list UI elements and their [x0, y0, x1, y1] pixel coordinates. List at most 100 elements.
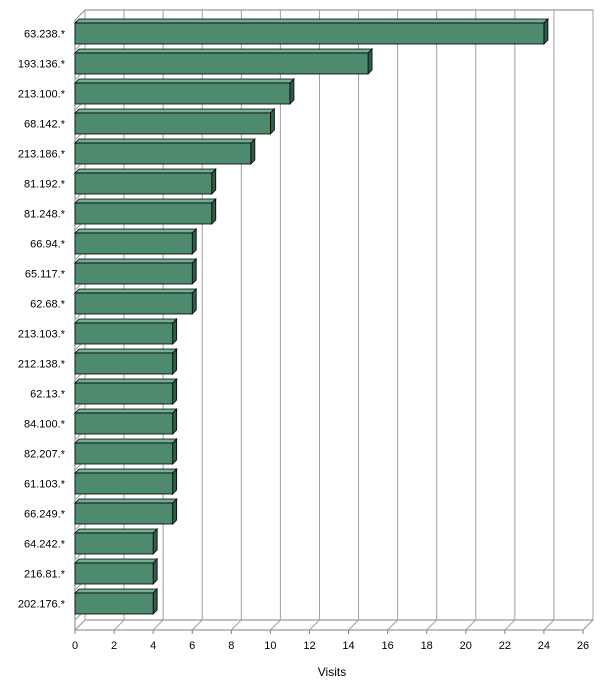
- bar-top-face: [74, 168, 217, 174]
- category-label: 84.100.*: [24, 419, 66, 431]
- bar: [74, 378, 178, 405]
- bar-top-face: [74, 18, 549, 24]
- bar-side-face: [172, 438, 178, 465]
- x-tick-label: 2: [111, 640, 117, 652]
- bar: [74, 438, 178, 465]
- bar-front-face: [74, 82, 291, 105]
- category-label: 64.242.*: [24, 539, 66, 551]
- category-label: 216.81.*: [24, 569, 66, 581]
- bar-side-face: [269, 108, 275, 135]
- x-tick-label: 10: [264, 640, 276, 652]
- bar-front-face: [74, 592, 154, 615]
- bar: [74, 258, 198, 285]
- x-tick-label: 4: [150, 640, 156, 652]
- category-label: 202.176.*: [18, 599, 66, 611]
- category-labels: 63.238.* 193.136.* 213.100.* 68.142.* 213.18…: [18, 29, 66, 611]
- bar-front-face: [74, 292, 193, 315]
- floor-gridline: [582, 619, 594, 631]
- bar-top-face: [74, 78, 295, 84]
- bar-front-face: [74, 442, 174, 465]
- bar-top-face: [74, 108, 276, 114]
- row-separator: [74, 9, 86, 21]
- bar-front-face: [74, 172, 213, 195]
- bar: [74, 168, 217, 195]
- bar: [74, 288, 198, 315]
- floor-gridline: [504, 619, 516, 631]
- bar-top-face: [74, 228, 198, 234]
- bar-top-face: [74, 48, 374, 54]
- x-tick-label: 12: [303, 640, 315, 652]
- bar-side-face: [289, 78, 295, 105]
- bar-top-face: [74, 588, 159, 594]
- bar-side-face: [172, 408, 178, 435]
- bar: [74, 138, 256, 165]
- bar: [74, 228, 198, 255]
- x-axis-title: Visits: [318, 665, 346, 679]
- bar-top-face: [74, 258, 198, 264]
- bar-front-face: [74, 412, 174, 435]
- category-label: 66.94.*: [30, 239, 66, 251]
- x-tick-label: 22: [499, 640, 511, 652]
- bar-top-face: [74, 498, 178, 504]
- bar-top-face: [74, 558, 159, 564]
- floor-gridline: [309, 619, 320, 631]
- bar-front-face: [74, 472, 174, 495]
- bar: [74, 48, 374, 75]
- x-axis-ticks: 0 2 4 6 8 10 12 14 16 18 20 22 24 26: [72, 630, 589, 652]
- category-label: 68.142.*: [24, 119, 66, 131]
- bar-side-face: [191, 258, 197, 285]
- category-label: 81.248.*: [24, 209, 66, 221]
- category-label: 213.186.*: [18, 149, 66, 161]
- bar: [74, 78, 295, 105]
- bars: [74, 18, 549, 615]
- category-label: 82.207.*: [24, 449, 66, 461]
- bar-top-face: [74, 138, 256, 144]
- bar-side-face: [152, 528, 158, 555]
- bar-front-face: [74, 352, 174, 375]
- bar: [74, 588, 159, 615]
- bar-side-face: [152, 588, 158, 615]
- x-tick-label: 20: [460, 640, 472, 652]
- bar-side-face: [211, 198, 217, 225]
- bar: [74, 408, 178, 435]
- floor-gridline: [191, 619, 203, 631]
- bar-front-face: [74, 382, 174, 405]
- category-label: 213.103.*: [18, 329, 66, 341]
- category-label: 61.103.*: [24, 479, 66, 491]
- x-tick-label: 6: [189, 640, 195, 652]
- bar-side-face: [191, 288, 197, 315]
- bar-side-face: [152, 558, 158, 585]
- bar-top-face: [74, 408, 178, 414]
- floor-gridline: [270, 619, 281, 631]
- bar: [74, 558, 159, 585]
- bar-front-face: [74, 562, 154, 585]
- floor-gridline: [426, 619, 438, 631]
- bar-front-face: [74, 142, 252, 165]
- bar-side-face: [250, 138, 256, 165]
- x-tick-label: 0: [72, 640, 78, 652]
- category-label: 65.117.*: [25, 269, 66, 281]
- x-tick-label: 14: [342, 640, 354, 652]
- bar-side-face: [191, 228, 197, 255]
- category-label: 193.136.*: [18, 59, 66, 71]
- bar: [74, 318, 178, 345]
- category-label: 212.138.*: [18, 359, 66, 371]
- x-tick-label: 8: [228, 640, 234, 652]
- bar-side-face: [367, 48, 373, 75]
- bar: [74, 198, 217, 225]
- x-tick-label: 24: [538, 640, 550, 652]
- category-label: 62.13.*: [30, 389, 66, 401]
- category-label: 63.238.*: [24, 29, 66, 41]
- bar-side-face: [543, 18, 549, 45]
- category-label: 213.100.*: [18, 89, 66, 101]
- bar: [74, 498, 178, 525]
- category-label: 62.68.*: [30, 299, 66, 311]
- bar-front-face: [74, 202, 213, 225]
- bar-top-face: [74, 438, 178, 444]
- bar-front-face: [74, 22, 545, 45]
- bar-side-face: [172, 468, 178, 495]
- bar-side-face: [172, 318, 178, 345]
- bar-top-face: [74, 318, 178, 324]
- category-label: 81.192.*: [24, 179, 66, 191]
- floor-gridline: [543, 619, 555, 631]
